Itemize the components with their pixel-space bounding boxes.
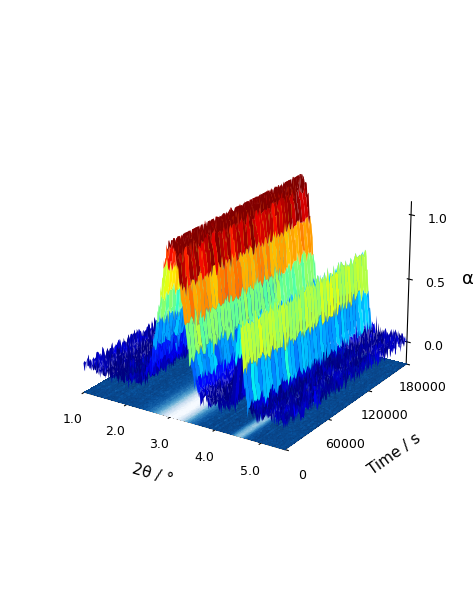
X-axis label: 2θ / °: 2θ / °	[130, 461, 174, 487]
Y-axis label: Time / s: Time / s	[365, 431, 423, 478]
